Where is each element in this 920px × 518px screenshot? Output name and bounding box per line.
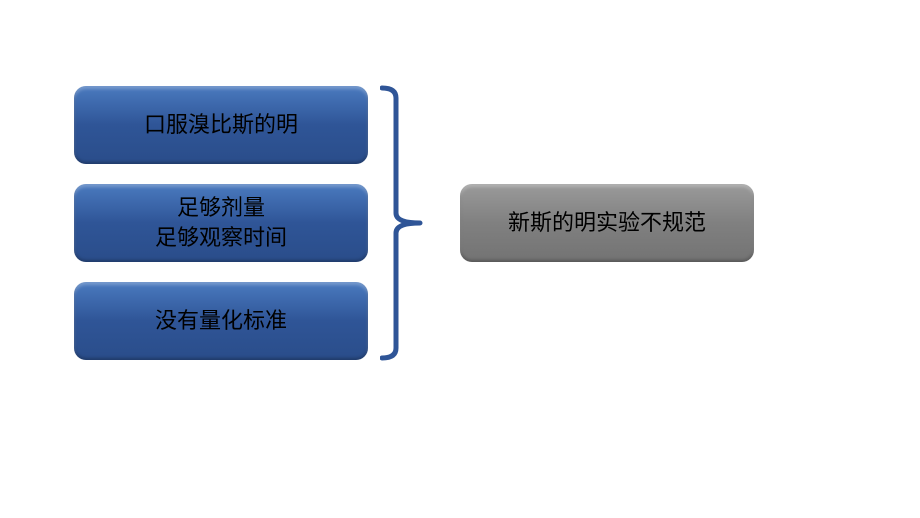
left-box-0: 口服溴比斯的明 [74,86,368,164]
diagram-stage: 口服溴比斯的明足够剂量 足够观察时间没有量化标准 新斯的明实验不规范 [0,0,920,518]
left-box-label-0: 口服溴比斯的明 [144,110,298,140]
left-box-label-2: 没有量化标准 [155,306,287,336]
left-box-1: 足够剂量 足够观察时间 [74,184,368,262]
result-box-label: 新斯的明实验不规范 [508,208,706,238]
brace-connector [380,82,424,364]
left-box-label-1: 足够剂量 足够观察时间 [155,193,287,252]
result-box: 新斯的明实验不规范 [460,184,754,262]
left-box-2: 没有量化标准 [74,282,368,360]
